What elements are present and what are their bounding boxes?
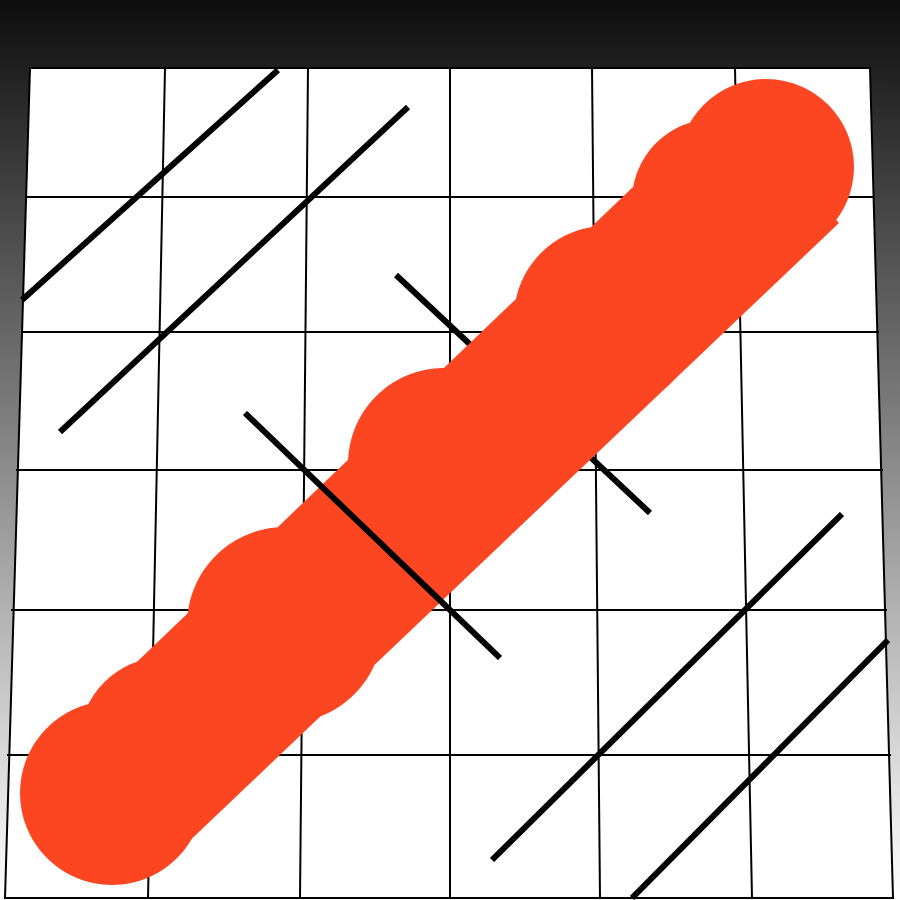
orange-blob: [20, 79, 854, 885]
blob-bulb: [514, 226, 698, 410]
diagonal-line: [57, 104, 411, 435]
diagonal-line: [489, 511, 845, 863]
blob-bulb: [632, 119, 796, 283]
grid-col-line: [591, 67, 601, 899]
crossing-line-group: [242, 410, 503, 661]
blob-bulb: [187, 527, 383, 723]
blob-bulb: [348, 368, 540, 560]
grid-col-line: [299, 67, 309, 899]
crossing-line: [242, 410, 503, 661]
blob-bulb: [20, 701, 204, 885]
grid-outline: [3, 67, 895, 899]
diagonal-line: [629, 637, 891, 900]
diagonal-line: [19, 67, 281, 303]
